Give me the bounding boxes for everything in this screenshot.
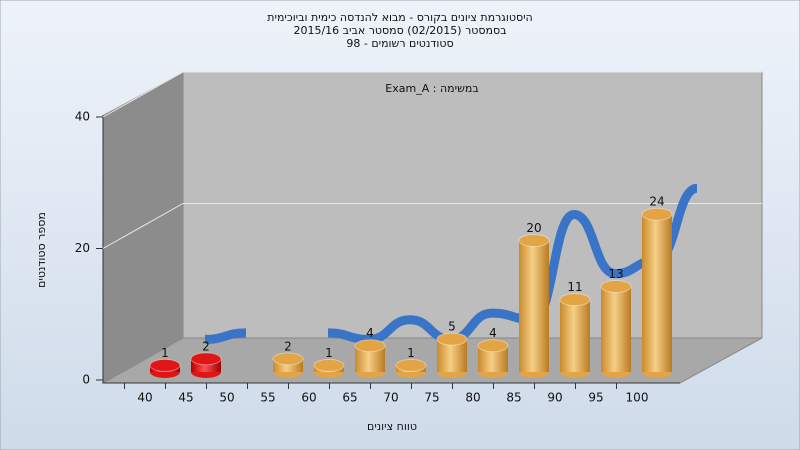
data-label: 2 <box>202 339 210 353</box>
x-tick-label: 70 <box>383 391 398 405</box>
y-tick-label: 0 <box>82 373 90 387</box>
chart-subtitle: סטודנטים רשומים - 98 <box>346 37 453 50</box>
x-tick-label: 50 <box>219 391 234 405</box>
x-tick-label: 45 <box>178 391 193 405</box>
x-tick-label: 40 <box>137 391 152 405</box>
grid-line <box>102 203 762 249</box>
chart-title: היסטוגרמת ציונים בקורס - מבוא להנדסה כימ… <box>267 11 533 24</box>
data-label: 11 <box>567 280 582 294</box>
data-label: 1 <box>407 346 415 360</box>
bar <box>519 240 549 372</box>
back-wall <box>182 71 763 339</box>
bar-top <box>477 339 509 353</box>
x-tick-label: 60 <box>301 391 316 405</box>
left-wall <box>103 72 183 383</box>
x-tick-label: 95 <box>588 391 603 405</box>
data-label: 4 <box>366 326 374 340</box>
y-tick-label: 40 <box>75 110 90 124</box>
data-label: 5 <box>448 320 456 334</box>
bar-top <box>518 234 550 247</box>
bar-top <box>313 358 345 372</box>
x-axis-label: טווח ציונים <box>367 420 417 433</box>
data-label: 2 <box>284 339 292 353</box>
y-tick-label: 20 <box>75 241 90 255</box>
data-label: 4 <box>489 326 497 340</box>
y-axis-label: מספר סטודנטים <box>35 212 48 288</box>
bar <box>560 299 590 372</box>
x-tick-label: 100 <box>626 391 649 405</box>
bar-top <box>272 352 304 366</box>
bar-top <box>559 293 591 307</box>
x-tick-label: 65 <box>342 391 357 405</box>
annotation: במשימה : Exam_A <box>385 82 478 95</box>
x-tick-label: 80 <box>465 391 480 405</box>
data-label: 20 <box>526 221 541 235</box>
ribbon-line <box>204 328 247 344</box>
bar-top <box>641 207 673 221</box>
x-tick-label: 85 <box>506 391 521 405</box>
bar-top <box>436 332 468 346</box>
data-label: 24 <box>649 195 664 209</box>
x-tick-label: 75 <box>424 391 439 405</box>
bar-top <box>190 352 222 366</box>
data-label: 13 <box>608 267 623 281</box>
bar-top <box>395 358 427 372</box>
data-label: 1 <box>325 346 333 360</box>
data-label: 1 <box>161 346 169 360</box>
chart-subtitle: בסמסטר (02/2015) סמסטר אביב 2015/16 <box>293 24 506 37</box>
grid-line <box>102 71 762 118</box>
x-tick-label: 55 <box>260 391 275 405</box>
bar <box>601 286 631 372</box>
x-tick-label: 90 <box>547 391 562 405</box>
bar-top <box>354 339 386 353</box>
bar-top <box>600 280 632 294</box>
bar-top <box>149 358 181 372</box>
bar <box>642 214 672 372</box>
